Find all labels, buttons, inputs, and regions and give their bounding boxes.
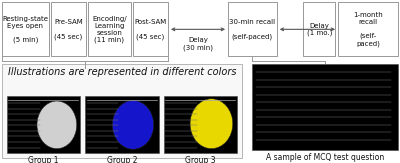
Text: Post-SAM

(45 sec): Post-SAM (45 sec) — [134, 19, 166, 40]
FancyBboxPatch shape — [338, 2, 398, 56]
FancyBboxPatch shape — [133, 2, 168, 56]
Text: Resting-state
Eyes open

(5 min): Resting-state Eyes open (5 min) — [2, 16, 48, 43]
Text: Group 3: Group 3 — [185, 156, 216, 163]
FancyBboxPatch shape — [2, 2, 49, 56]
Bar — [252, 64, 398, 150]
FancyBboxPatch shape — [303, 2, 335, 56]
Bar — [7, 96, 80, 153]
FancyBboxPatch shape — [88, 2, 131, 56]
Text: 1-month
recall

(self-
paced): 1-month recall (self- paced) — [353, 12, 383, 47]
Text: Delay
(30 min): Delay (30 min) — [183, 37, 213, 51]
Bar — [85, 96, 159, 153]
Text: Illustrations are represented in different colors: Illustrations are represented in differe… — [8, 67, 236, 77]
Text: 30-min recall

(self-paced): 30-min recall (self-paced) — [229, 19, 276, 40]
Text: Pre-SAM

(45 sec): Pre-SAM (45 sec) — [54, 19, 83, 40]
Text: A sample of MCQ test question: A sample of MCQ test question — [266, 153, 384, 162]
Text: Encoding/
Learning
session
(11 min): Encoding/ Learning session (11 min) — [92, 16, 127, 43]
Text: Group 2: Group 2 — [107, 156, 137, 163]
Ellipse shape — [37, 101, 77, 149]
FancyBboxPatch shape — [228, 2, 277, 56]
FancyBboxPatch shape — [2, 64, 242, 158]
Text: Group 1: Group 1 — [28, 156, 59, 163]
Text: Delay
(1 mo.): Delay (1 mo.) — [306, 23, 332, 36]
Ellipse shape — [112, 100, 154, 149]
Ellipse shape — [190, 99, 233, 149]
Bar — [164, 96, 237, 153]
FancyBboxPatch shape — [51, 2, 86, 56]
